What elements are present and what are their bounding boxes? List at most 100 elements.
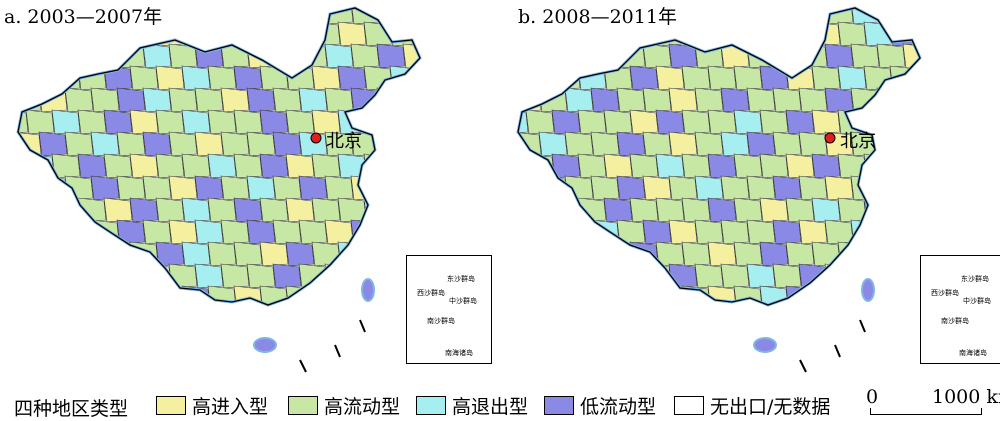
prefecture-region: [324, 175, 354, 201]
prefecture-region: [298, 87, 328, 113]
prefecture-region: [746, 263, 776, 289]
prefecture-region: [591, 308, 619, 332]
prefecture-region: [603, 285, 633, 305]
prefecture-region: [233, 153, 263, 179]
prefecture-region: [681, 21, 711, 47]
capital-star-icon: [824, 132, 836, 144]
prefecture-region: [655, 65, 685, 91]
prefecture-region: [181, 65, 211, 91]
prefecture-region: [811, 241, 841, 267]
prefecture-region: [116, 175, 146, 201]
national-border: [17, 7, 421, 306]
prefecture-region: [233, 65, 263, 91]
legend-swatch: [416, 395, 446, 415]
prefecture-region: [376, 131, 406, 157]
inset-label-nansha: 南沙群岛: [427, 317, 455, 325]
panel-title-a: a. 2003—2007年: [4, 6, 163, 28]
legend-item-no-data: 无出口/无数据: [674, 393, 830, 418]
prefecture-region: [168, 175, 198, 201]
prefecture-region: [298, 263, 328, 289]
prefecture-region: [733, 109, 763, 135]
scale-tick-right: [981, 408, 982, 414]
prefecture-region: [402, 87, 420, 113]
prefecture-region: [285, 241, 315, 267]
prefecture-region: [811, 285, 841, 305]
prefecture-region: [577, 241, 607, 267]
prefecture-region: [915, 153, 920, 179]
inset-label-dongsha: 东沙群岛: [961, 275, 989, 283]
prefecture-region: [811, 153, 841, 179]
prefecture-region: [337, 21, 367, 47]
prefecture-region: [759, 241, 789, 267]
prefecture-region: [746, 219, 776, 245]
legend-swatch: [288, 395, 318, 415]
prefecture-region: [155, 153, 185, 179]
prefecture-region: [681, 197, 711, 223]
prefecture-region: [272, 263, 302, 289]
prefecture-region: [194, 219, 224, 245]
prefecture-region: [629, 153, 659, 179]
prefecture-region: [285, 21, 315, 47]
prefecture-region: [518, 109, 529, 135]
prefecture-region: [759, 109, 789, 135]
prefecture-region: [642, 43, 672, 69]
prefecture-region: [324, 43, 354, 69]
prefecture-region: [311, 65, 341, 91]
prefecture-region: [694, 263, 724, 289]
panel-title-b: b. 2008—2011年: [518, 6, 677, 28]
inset-label-zhongsha: 中沙群岛: [449, 297, 477, 305]
prefecture-region: [91, 308, 119, 332]
prefecture-region: [377, 308, 405, 332]
scale-line: [870, 414, 982, 415]
prefecture-region: [376, 43, 406, 69]
prefecture-region: [220, 131, 250, 157]
prefecture-region: [518, 43, 542, 69]
prefecture-region: [733, 65, 763, 91]
prefecture-region: [668, 263, 698, 289]
prefecture-region: [18, 109, 29, 135]
prefecture-region: [772, 131, 802, 157]
prefecture-region: [402, 219, 420, 245]
prefecture-region: [273, 308, 301, 332]
prefecture-region: [116, 219, 146, 245]
prefecture-region: [77, 153, 107, 179]
prefecture-region: [707, 197, 737, 223]
prefecture-region: [194, 175, 224, 201]
prefecture-region: [259, 197, 289, 223]
prefecture-region: [194, 8, 224, 25]
prefecture-region: [103, 109, 133, 135]
prefecture-region: [142, 131, 172, 157]
prefecture-region: [668, 131, 698, 157]
prefecture-region: [643, 308, 671, 332]
prefecture-region: [863, 241, 893, 267]
prefecture-region: [500, 264, 515, 288]
prefecture-region: [694, 175, 724, 201]
prefecture-region: [538, 131, 568, 157]
prefecture-region: [207, 21, 237, 47]
prefecture-region: [64, 131, 94, 157]
legend-item-low-mobility: 低流动型: [544, 393, 656, 418]
prefecture-region: [64, 219, 94, 245]
prefecture-region: [746, 131, 776, 157]
prefecture-region: [876, 263, 906, 289]
island-region: [753, 337, 777, 353]
prefecture-region: [38, 43, 68, 69]
prefecture-region: [90, 87, 120, 113]
prefecture-region: [129, 153, 159, 179]
prefecture-region: [117, 308, 145, 332]
prefecture-region: [668, 175, 698, 201]
prefecture-region: [915, 109, 920, 135]
prefecture-region: [785, 241, 815, 267]
prefecture-region: [500, 308, 515, 332]
prefecture-region: [564, 43, 594, 69]
prefecture-region: [518, 241, 529, 267]
prefecture-region: [129, 285, 159, 305]
prefecture-region: [259, 109, 289, 135]
prefecture-region: [655, 197, 685, 223]
inset-label-zhongsha: 中沙群岛: [963, 297, 991, 305]
prefecture-region: [155, 285, 185, 305]
prefecture-region: [707, 241, 737, 267]
prefecture-region: [51, 109, 81, 135]
prefecture-region: [259, 241, 289, 267]
prefecture-region: [259, 21, 289, 47]
